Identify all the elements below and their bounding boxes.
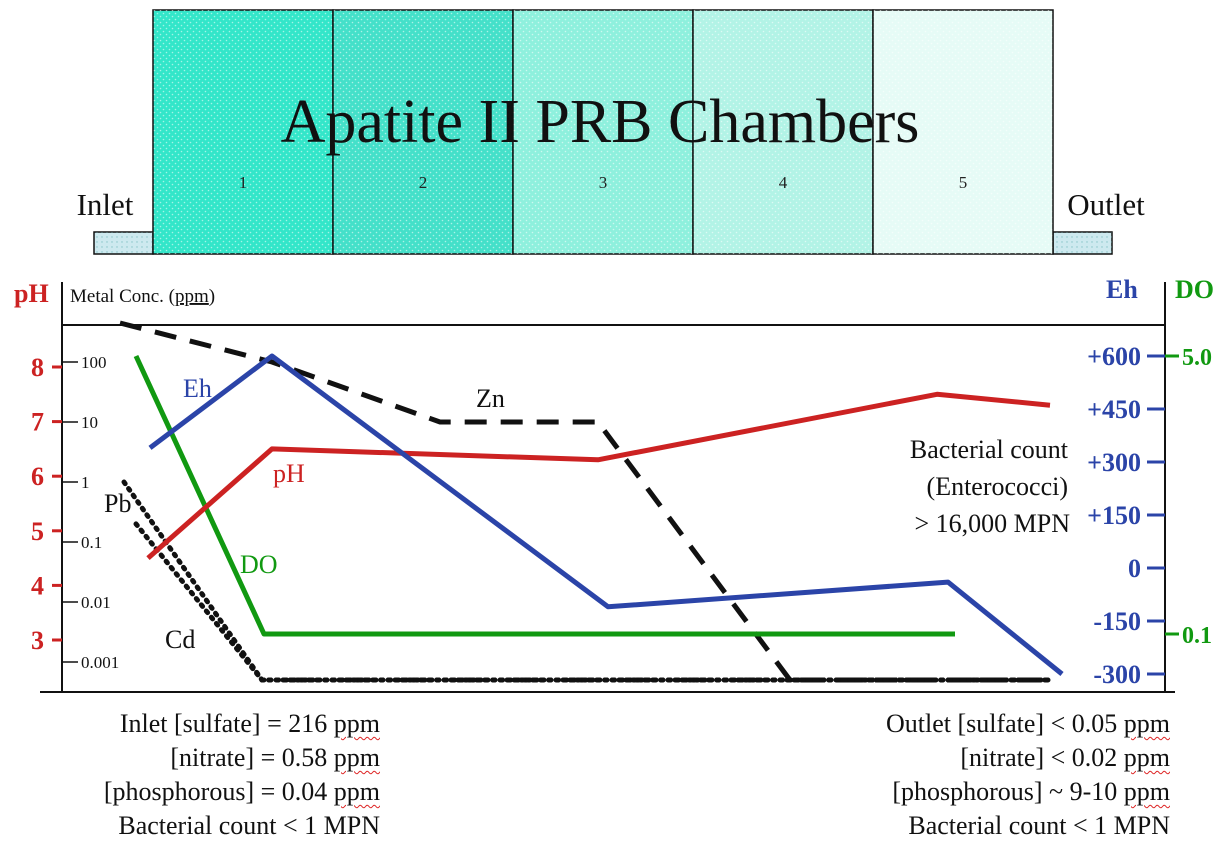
pb-series-label: Pb xyxy=(104,489,131,518)
metal-axis-unit: ppm xyxy=(175,286,209,307)
do-tick-label: 0.1 xyxy=(1182,623,1212,649)
ph-tick-label: 7 xyxy=(31,408,44,437)
metal-tick-label: 1 xyxy=(81,473,90,492)
chart-frame xyxy=(40,282,1175,693)
chamber-2-texture xyxy=(333,10,513,254)
note-text: [nitrate] < 0.02 xyxy=(960,743,1118,772)
eh-axis-ticks: +600 +450 +300 +150 0 -150 -300 xyxy=(1087,342,1165,689)
cd-series-label: Cd xyxy=(165,625,195,654)
ph-tick-label: 5 xyxy=(31,517,44,546)
chamber-4-texture xyxy=(693,10,873,254)
ph-series-label: pH xyxy=(273,459,305,488)
outlet-note-line: Bacterial count < 1 MPN xyxy=(670,809,1170,843)
outlet-label: Outlet xyxy=(1067,187,1145,222)
metal-axis-title-text: Metal Conc. ( xyxy=(70,286,175,307)
note-text: Bacterial count < 1 MPN xyxy=(908,811,1170,840)
series-cd-line xyxy=(133,521,265,683)
chamber-boxes: 1 2 3 4 5 xyxy=(152,9,1054,255)
series-pb-line xyxy=(121,479,1053,683)
chamber-2-number: 2 xyxy=(419,173,428,192)
inlet-label: Inlet xyxy=(77,187,134,222)
eh-series-label: Eh xyxy=(183,374,212,403)
bacterial-note-line2: (Enterococci) xyxy=(927,472,1068,501)
ph-axis-ticks: 8 7 6 5 4 3 xyxy=(31,353,62,655)
ph-axis-title: pH xyxy=(14,279,49,308)
eh-tick-label: 0 xyxy=(1128,554,1141,583)
metal-tick-label: 0.1 xyxy=(81,533,102,552)
eh-tick-label: +600 xyxy=(1087,342,1141,371)
diagram-title: Apatite II PRB Chambers xyxy=(281,88,920,156)
chamber-3-number: 3 xyxy=(599,173,608,192)
do-axis-ticks: 5.0 0.1 xyxy=(1165,345,1212,649)
outlet-note-line: [phosphorous] ~ 9-10 ppm xyxy=(670,775,1170,809)
outlet-pipe-texture xyxy=(1053,232,1112,254)
series-eh-line xyxy=(148,353,1064,676)
series-layer xyxy=(119,320,1064,683)
chamber-block: 1 2 3 4 5 Apatite II PRB Chambers Inlet Outl… xyxy=(77,9,1145,255)
note-text: [nitrate] = 0.58 xyxy=(170,743,328,772)
metal-tick-label: 10 xyxy=(81,413,98,432)
inlet-pipe-texture xyxy=(94,232,153,254)
note-text: Inlet [sulfate] = 216 xyxy=(119,709,328,738)
metal-axis-ticks: 100 10 1 0.1 0.01 0.001 xyxy=(62,353,119,672)
ph-tick-label: 6 xyxy=(31,462,44,491)
note-unit: ppm xyxy=(333,743,380,772)
metal-axis-title: Metal Conc. (ppm) xyxy=(70,286,215,307)
inlet-note-line: Bacterial count < 1 MPN xyxy=(0,809,380,843)
series-do-line xyxy=(133,354,955,637)
note-text: Bacterial count < 1 MPN xyxy=(118,811,380,840)
zn-series-label: Zn xyxy=(476,384,505,413)
do-axis-title: DO xyxy=(1175,275,1214,304)
note-text: [phosphorous] = 0.04 xyxy=(103,777,328,806)
note-text: [phosphorous] ~ 9-10 xyxy=(892,777,1118,806)
ph-tick-label: 3 xyxy=(31,626,44,655)
chamber-1-texture xyxy=(153,10,333,254)
note-unit: ppm xyxy=(333,709,380,738)
outlet-note-line: [nitrate] < 0.02 ppm xyxy=(670,741,1170,775)
metal-axis-title-end: ) xyxy=(209,286,215,307)
metal-tick-label: 100 xyxy=(81,353,107,372)
metal-tick-label: 0.01 xyxy=(81,593,111,612)
ph-tick-label: 4 xyxy=(31,571,44,600)
eh-tick-label: -150 xyxy=(1093,607,1141,636)
chamber-4-number: 4 xyxy=(779,173,788,192)
eh-tick-label: +150 xyxy=(1087,501,1141,530)
eh-tick-label: +450 xyxy=(1087,395,1141,424)
chamber-5-texture xyxy=(873,10,1053,254)
metal-tick-label: 0.001 xyxy=(81,653,119,672)
inlet-note-line: Inlet [sulfate] = 216 ppm xyxy=(0,707,380,741)
chamber-5-number: 5 xyxy=(959,173,968,192)
chamber-3-texture xyxy=(513,10,693,254)
series-zn-line xyxy=(119,320,1050,683)
note-unit: ppm xyxy=(333,777,380,806)
eh-tick-label: -300 xyxy=(1093,660,1141,689)
eh-tick-label: +300 xyxy=(1087,448,1141,477)
eh-axis-title: Eh xyxy=(1106,275,1138,304)
outlet-note-line: Outlet [sulfate] < 0.05 ppm xyxy=(670,707,1170,741)
ph-tick-label: 8 xyxy=(31,353,44,382)
do-series-label: DO xyxy=(240,550,278,579)
note-unit: ppm xyxy=(1123,709,1170,738)
do-tick-label: 5.0 xyxy=(1182,345,1212,371)
chamber-1-number: 1 xyxy=(239,173,248,192)
note-unit: ppm xyxy=(1123,743,1170,772)
bacterial-note-line3: > 16,000 MPN xyxy=(914,509,1070,538)
bacterial-note-line1: Bacterial count xyxy=(910,435,1069,464)
inlet-note-line: [nitrate] = 0.58 ppm xyxy=(0,741,380,775)
note-text: Outlet [sulfate] < 0.05 xyxy=(885,709,1118,738)
series-ph-line xyxy=(146,391,1051,560)
inlet-note-line: [phosphorous] = 0.04 ppm xyxy=(0,775,380,809)
note-unit: ppm xyxy=(1123,777,1170,806)
